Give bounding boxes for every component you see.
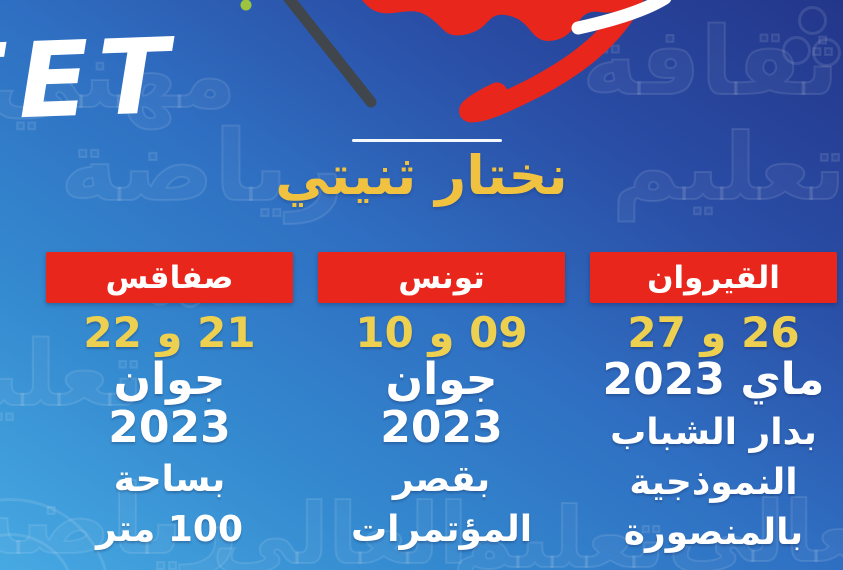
option-street-logo: STREET xyxy=(0,0,672,132)
venue-line: بالمنصورة xyxy=(623,512,804,554)
watermark-word: العالي xyxy=(211,485,469,570)
event-month: ماي 2023 xyxy=(602,354,825,405)
event-month: جوان 2023 xyxy=(380,354,503,453)
divider-line xyxy=(352,139,502,142)
venue-line: 100 متر xyxy=(95,509,244,551)
t-bar-flick xyxy=(571,0,672,35)
event-dates: 21 و 22 xyxy=(83,308,256,357)
event-month: جوان 2023 xyxy=(108,354,231,453)
venue-line: بقصر xyxy=(392,459,491,501)
event-card-kairouan: القيروان 26 و 27 ماي 2023 بدار الشباب ال… xyxy=(590,252,837,559)
city-badge: صفاقس xyxy=(46,252,293,303)
watermark-word: تعليم xyxy=(0,322,145,427)
brush-pole-icon xyxy=(283,0,377,108)
venue-line: بساحة xyxy=(113,459,226,501)
circle-motif xyxy=(798,6,827,35)
event-venue: بساحة 100 متر xyxy=(46,455,293,556)
event-venue: بقصر المؤتمرات xyxy=(318,455,565,556)
events-row: القيروان 26 و 27 ماي 2023 بدار الشباب ال… xyxy=(0,252,843,559)
event-dates: 26 و 27 xyxy=(627,308,800,357)
venue-line: النموذجية xyxy=(629,461,798,503)
event-venue: بدار الشباب النموذجية بالمنصورة xyxy=(590,408,837,559)
watermark-word: مهني xyxy=(0,22,237,129)
event-card-tunis: تونس 09 و 10 جوان 2023 بقصر المؤتمرات xyxy=(318,252,565,559)
venue-line: بدار الشباب xyxy=(610,411,817,453)
red-graffiti-icon xyxy=(362,0,644,123)
street-wordmark: STREET xyxy=(0,15,180,132)
event-dates: 09 و 10 xyxy=(355,308,528,357)
watermark-word: تعليم xyxy=(451,489,666,570)
circle-motif xyxy=(782,36,811,65)
city-badge: القيروان xyxy=(590,252,837,303)
watermark-word: العالي xyxy=(667,483,843,570)
circle-motif xyxy=(812,38,841,67)
event-card-sfax: صفاقس 21 و 22 جوان 2023 بساحة 100 متر xyxy=(46,252,293,559)
green-dot-icon xyxy=(240,0,252,11)
venue-line: المؤتمرات xyxy=(350,509,533,551)
city-badge: تونس xyxy=(318,252,565,303)
watermark-word: تعليم xyxy=(611,114,843,221)
tagline: نختار ثنيتي xyxy=(275,144,568,207)
watermark-word: رياضة xyxy=(59,110,345,224)
